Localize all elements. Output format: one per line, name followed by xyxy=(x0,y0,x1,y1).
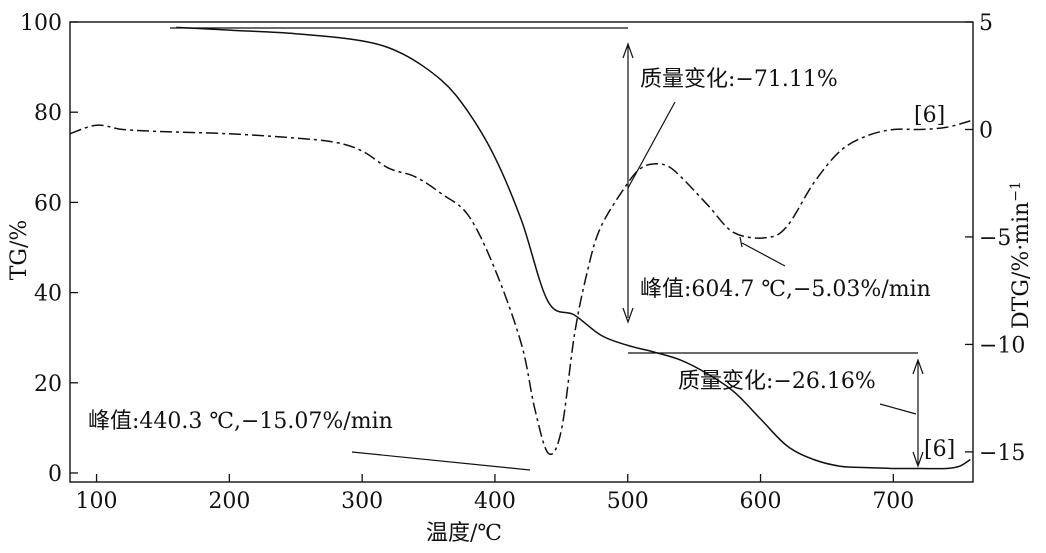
x-tick-label: 100 xyxy=(76,489,118,514)
ticks-layer: 100 200 300 400 500 600 700 0 20 40 60 80 100 5 0 −5 −10… xyxy=(20,11,1025,514)
x-tick-label: 700 xyxy=(872,489,914,514)
plot-frame xyxy=(69,21,974,483)
x-axis-title: 温度/℃ xyxy=(426,521,502,546)
peak-2-label: 峰值:604.7 ℃,−5.03%/min xyxy=(640,277,931,302)
y-right-axis-title: DTG/%·min−1 xyxy=(1008,181,1034,329)
peak-2-marker xyxy=(739,236,743,248)
arrow-head-down-2 xyxy=(912,451,924,468)
y-right-axis-title-main: DTG/%·min xyxy=(1009,202,1034,329)
leader-line-mass-2 xyxy=(879,403,917,415)
y-left-tick-label: 0 xyxy=(48,462,62,487)
y-left-tick-label: 100 xyxy=(20,11,62,36)
arrow-head-up-1 xyxy=(622,42,634,59)
arrow-head-up-2 xyxy=(912,358,924,375)
x-tick-label: 200 xyxy=(208,489,250,514)
y-left-tick-label: 60 xyxy=(34,191,62,216)
leader-line-mass-1 xyxy=(627,101,676,189)
y-right-tick-label: 5 xyxy=(979,11,993,36)
y-right-tick-label: 0 xyxy=(979,118,993,143)
y-right-tick-label: −10 xyxy=(979,333,1025,358)
axes-layer xyxy=(69,21,974,483)
dtg-curve xyxy=(69,120,971,456)
x-tick-label: 400 xyxy=(474,489,516,514)
leader-line-peak-1 xyxy=(351,451,531,471)
x-tick-label: 300 xyxy=(341,489,383,514)
peak-1-label: 峰值:440.3 ℃,−15.07%/min xyxy=(88,409,393,434)
y-left-tick-label: 80 xyxy=(34,101,62,126)
mass-change-1-label: 质量变化:−71.11% xyxy=(640,67,838,92)
reference-label-2: [6] xyxy=(924,437,955,462)
annotation-layer: 质量变化:−71.11% 峰值:604.7 ℃,−5.03%/min 质量变化:… xyxy=(88,27,955,471)
series-layer xyxy=(69,26,971,470)
tg-curve xyxy=(176,26,971,470)
y-left-axis-title: TG/% xyxy=(7,220,32,281)
y-right-tick-label: −15 xyxy=(979,441,1025,466)
x-tick-label: 600 xyxy=(740,489,782,514)
y-left-tick-label: 40 xyxy=(34,282,62,307)
arrow-head-down-1 xyxy=(622,307,634,324)
y-right-tick-label: −5 xyxy=(979,226,1011,251)
reference-label-1: [6] xyxy=(914,103,945,128)
leader-line-peak-2 xyxy=(741,242,786,267)
y-right-axis-title-superscript: −1 xyxy=(1008,181,1024,202)
x-tick-label: 500 xyxy=(607,489,649,514)
y-left-tick-label: 20 xyxy=(34,372,62,397)
mass-change-2-label: 质量变化:−26.16% xyxy=(678,369,876,394)
axis-titles-layer: 温度/℃ TG/% DTG/%·min−1 xyxy=(7,181,1034,546)
